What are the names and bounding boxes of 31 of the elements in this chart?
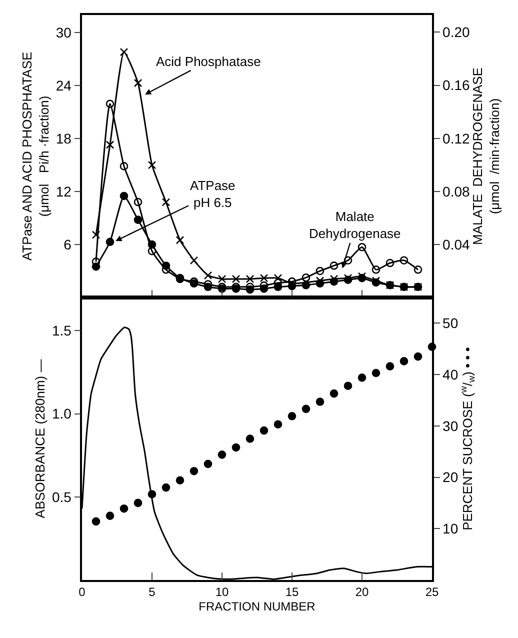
y-tick-label: 6 (64, 236, 72, 252)
y-tick-label: 1.0 (52, 406, 72, 422)
y-axis-title: ABSORBANCE (280nm) — (32, 359, 48, 518)
y-tick-label: 0.5 (52, 488, 72, 505)
x-tick-label: 25 (425, 585, 439, 600)
y2-tick-label: 0.04 (442, 236, 470, 252)
x-tick-label: 15 (285, 585, 299, 600)
x-tick-label: 5 (148, 585, 156, 600)
x-tick-label: 20 (355, 585, 369, 600)
y2-tick-label: 0.12 (442, 130, 470, 146)
y2-tick-label: 0.08 (442, 183, 470, 200)
y2-tick-label: 10 (442, 520, 458, 537)
y-tick-label: 18 (56, 130, 72, 146)
y-tick-label: 12 (56, 183, 72, 200)
y2-tick-label: 0.20 (442, 24, 470, 40)
x-axis-title: FRACTION NUMBER (198, 600, 316, 614)
y2-tick-label: 30 (442, 418, 458, 434)
annotation: Acid Phosphatase (156, 54, 261, 69)
y2-tick-label: 50 (442, 315, 458, 332)
y-tick-label: 1.5 (52, 322, 72, 339)
annotation: ATPase pH 6.5 (190, 178, 236, 210)
y-axis-title: ATPase AND ACID PHOSPHATASE (μmol Pi/h ·fraction) (19, 52, 52, 261)
y2-tick-label: 40 (442, 366, 458, 382)
annotation: Malate Dehydrogenase (309, 209, 401, 241)
y2-tick-label: 20 (442, 469, 458, 486)
y-tick-label: 24 (56, 78, 72, 94)
y2-axis-title: MALATE DEHYDROGENASE (μmol /min·fraction) (470, 67, 502, 245)
y2-tick-label: 0.16 (442, 77, 470, 94)
y-tick-label: 30 (56, 24, 72, 41)
x-tick-label: 0 (78, 585, 86, 600)
x-tick-label: 10 (215, 585, 229, 600)
